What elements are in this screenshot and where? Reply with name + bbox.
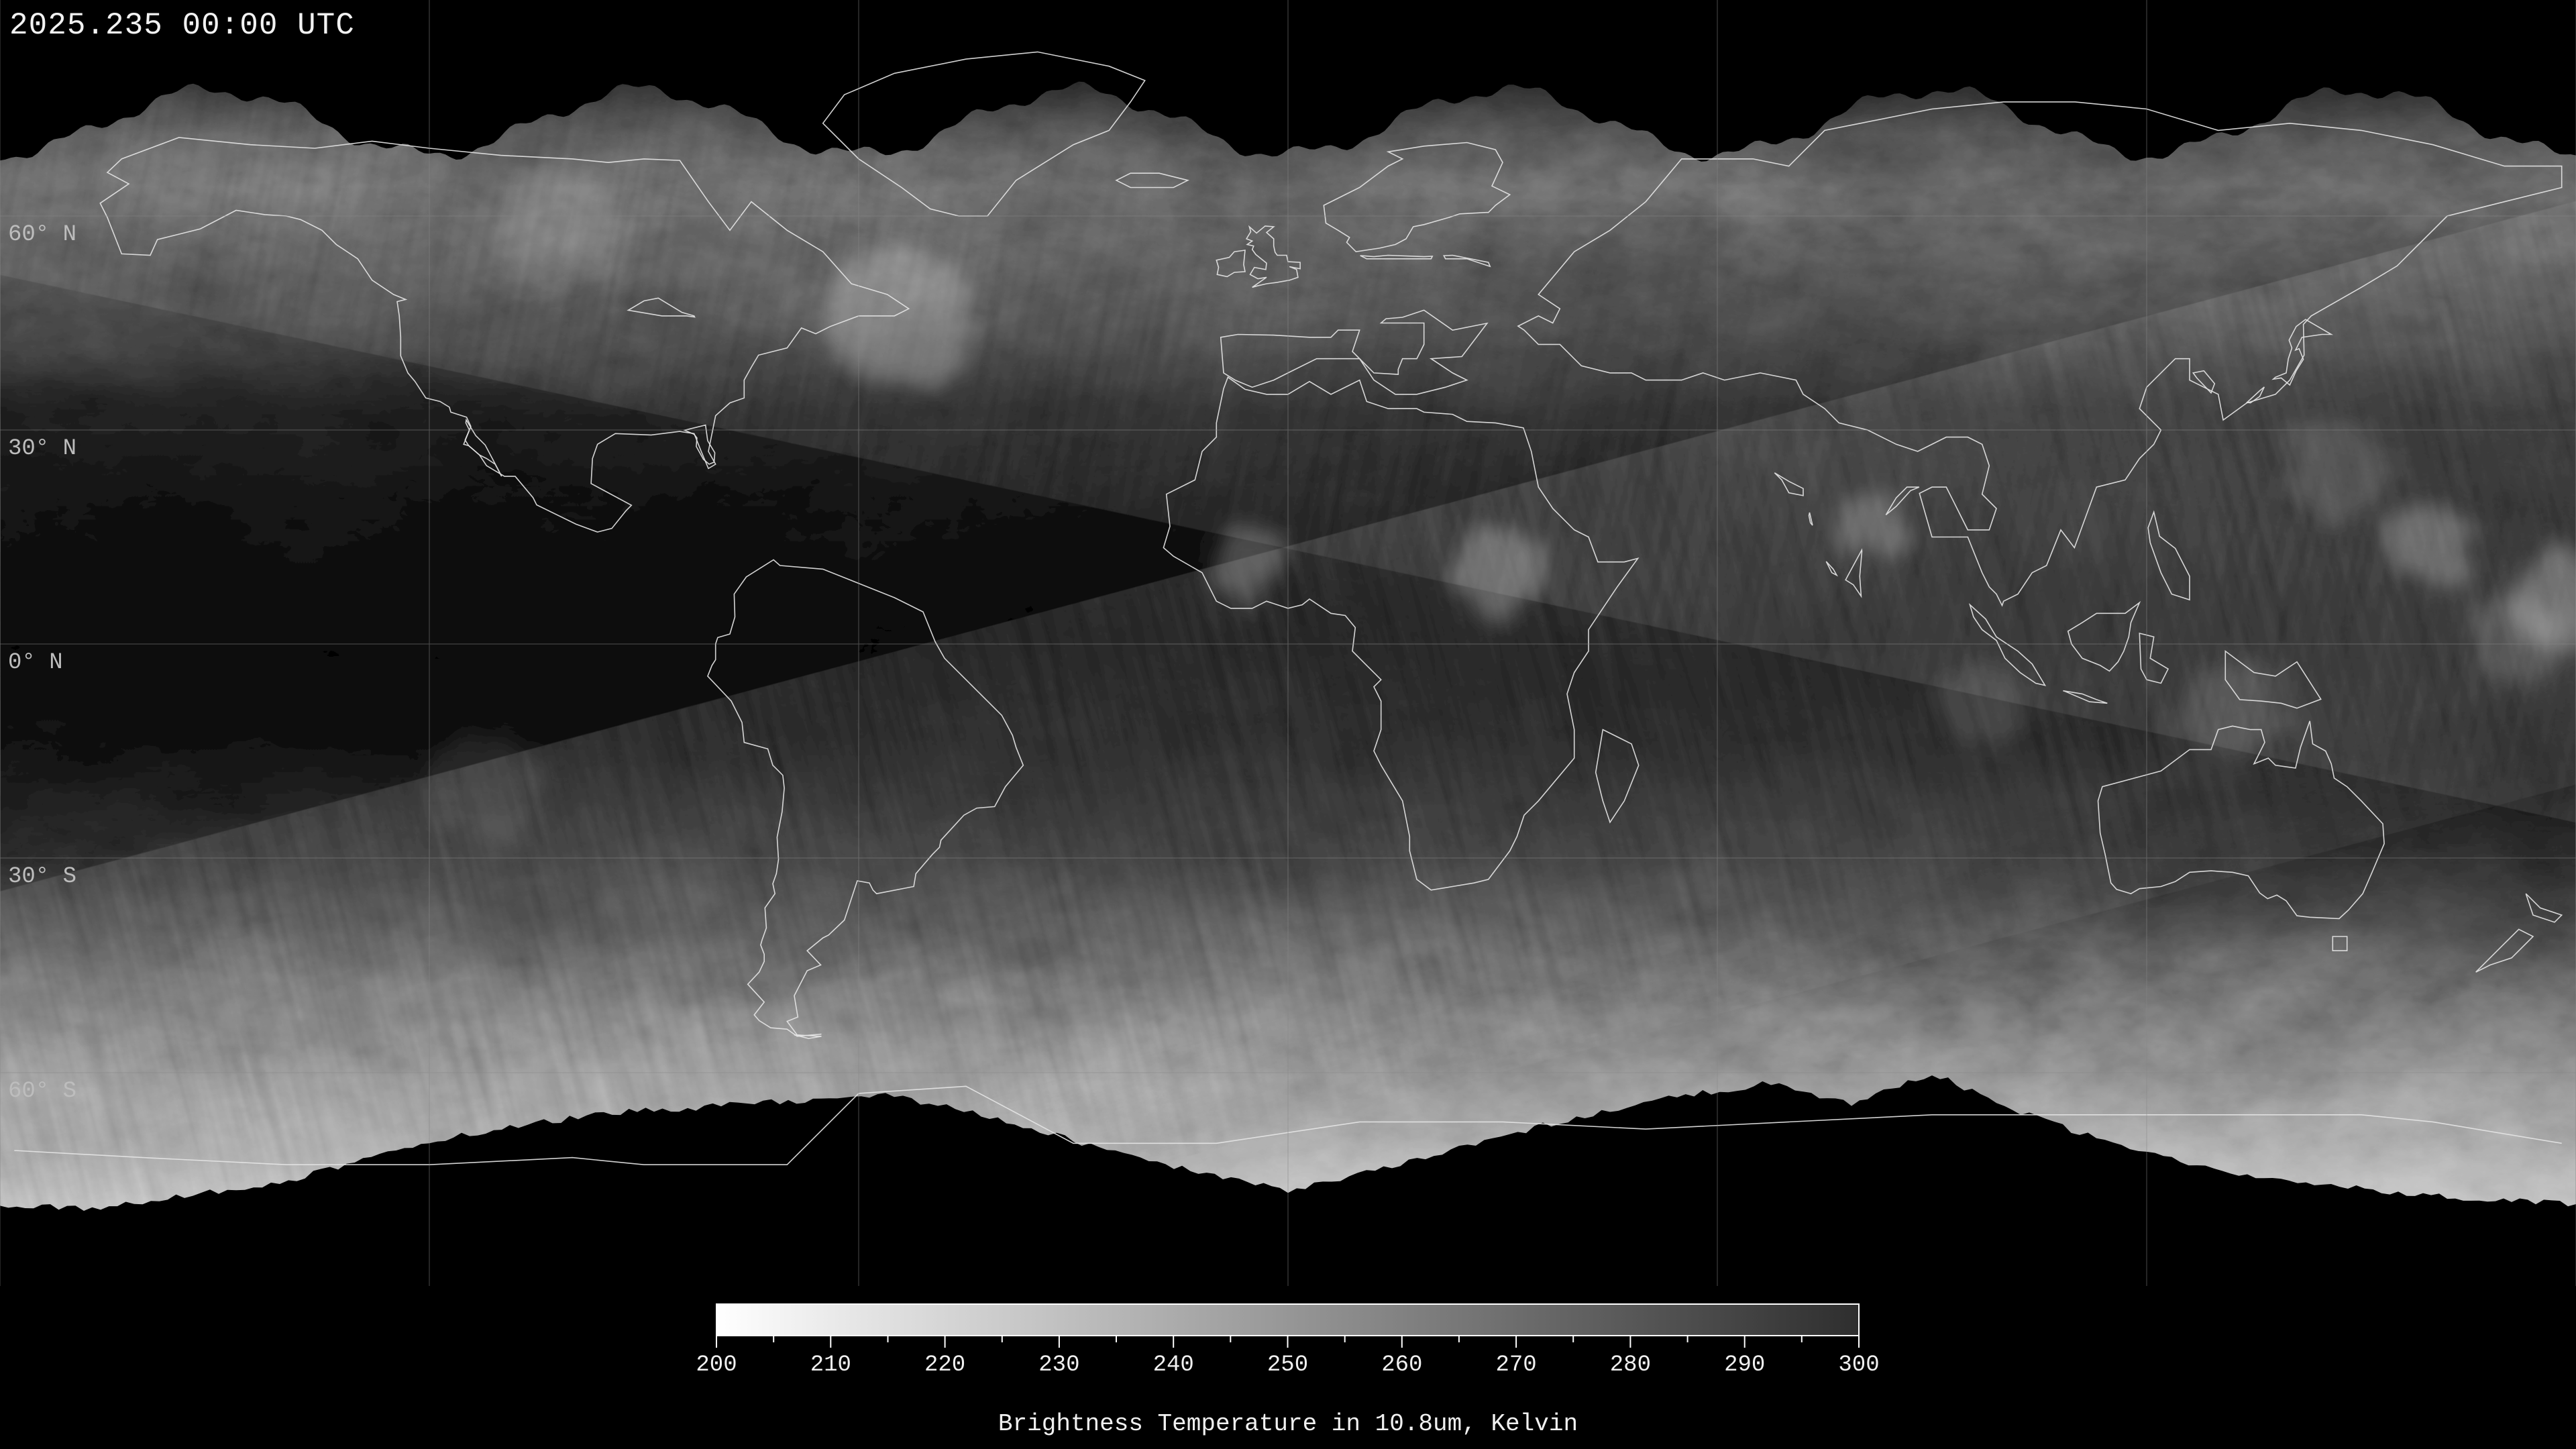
svg-text:270: 270 <box>1495 1352 1536 1378</box>
svg-text:60° S: 60° S <box>8 1079 76 1104</box>
svg-text:240: 240 <box>1153 1352 1194 1378</box>
svg-text:250: 250 <box>1267 1352 1308 1378</box>
svg-text:30° S: 30° S <box>8 864 76 890</box>
svg-text:30° N: 30° N <box>8 436 76 462</box>
svg-text:Brightness Temperature in 10.8: Brightness Temperature in 10.8um, Kelvin <box>998 1410 1578 1438</box>
svg-text:300: 300 <box>1838 1352 1879 1378</box>
svg-text:2025.235 00:00 UTC: 2025.235 00:00 UTC <box>9 8 355 43</box>
svg-text:260: 260 <box>1381 1352 1422 1378</box>
svg-text:0° N: 0° N <box>8 650 63 676</box>
svg-text:200: 200 <box>696 1352 737 1378</box>
svg-text:60° N: 60° N <box>8 222 76 248</box>
svg-text:230: 230 <box>1038 1352 1079 1378</box>
svg-text:210: 210 <box>810 1352 851 1378</box>
svg-text:290: 290 <box>1724 1352 1765 1378</box>
svg-text:280: 280 <box>1610 1352 1651 1378</box>
svg-text:220: 220 <box>924 1352 965 1378</box>
